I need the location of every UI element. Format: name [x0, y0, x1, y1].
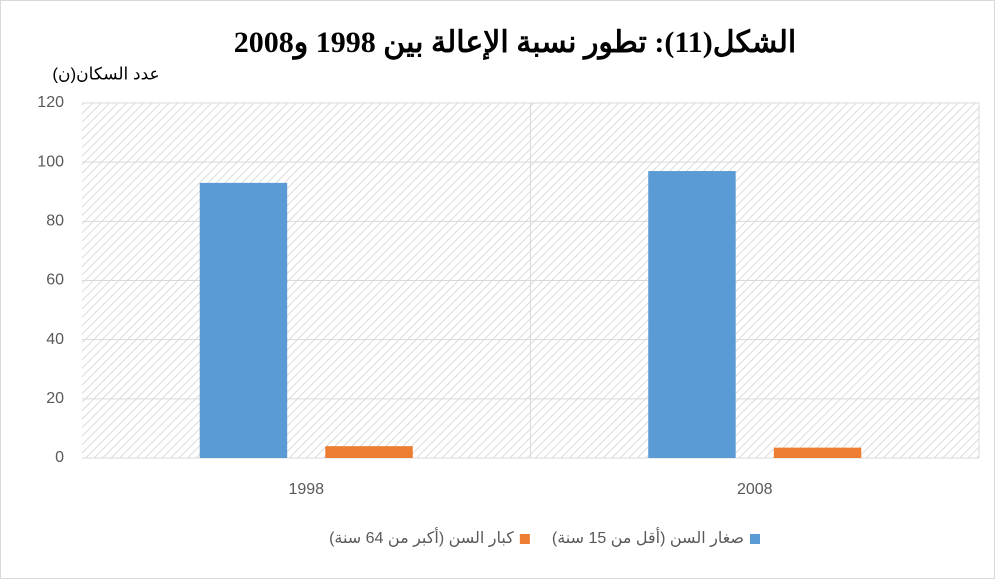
y-tick-label: 80: [46, 213, 64, 230]
y-tick-label: 40: [46, 331, 64, 348]
y-tick-label: 20: [46, 390, 64, 407]
y-axis-label: عدد السكان(ن): [52, 64, 159, 83]
legend-swatch: [519, 534, 530, 544]
y-tick-label: 100: [37, 153, 64, 170]
legend-label: كبار السن (أكبر من 64 سنة): [329, 527, 514, 548]
chart-title: الشكل(11): تطور نسبة الإعالة بين 1998 و2…: [234, 26, 797, 61]
bar: [773, 447, 862, 458]
y-tick-label: 120: [37, 94, 64, 111]
bar: [199, 182, 288, 458]
x-tick-label: 1998: [288, 481, 324, 498]
y-tick-label: 60: [46, 272, 64, 289]
x-tick-label: 2008: [737, 481, 773, 498]
legend-swatch: [750, 534, 760, 544]
y-tick-label: 0: [55, 449, 64, 466]
legend-label: صغار السن (أقل من 15 سنة): [552, 527, 744, 548]
bar: [325, 446, 413, 458]
bar: [648, 171, 736, 458]
